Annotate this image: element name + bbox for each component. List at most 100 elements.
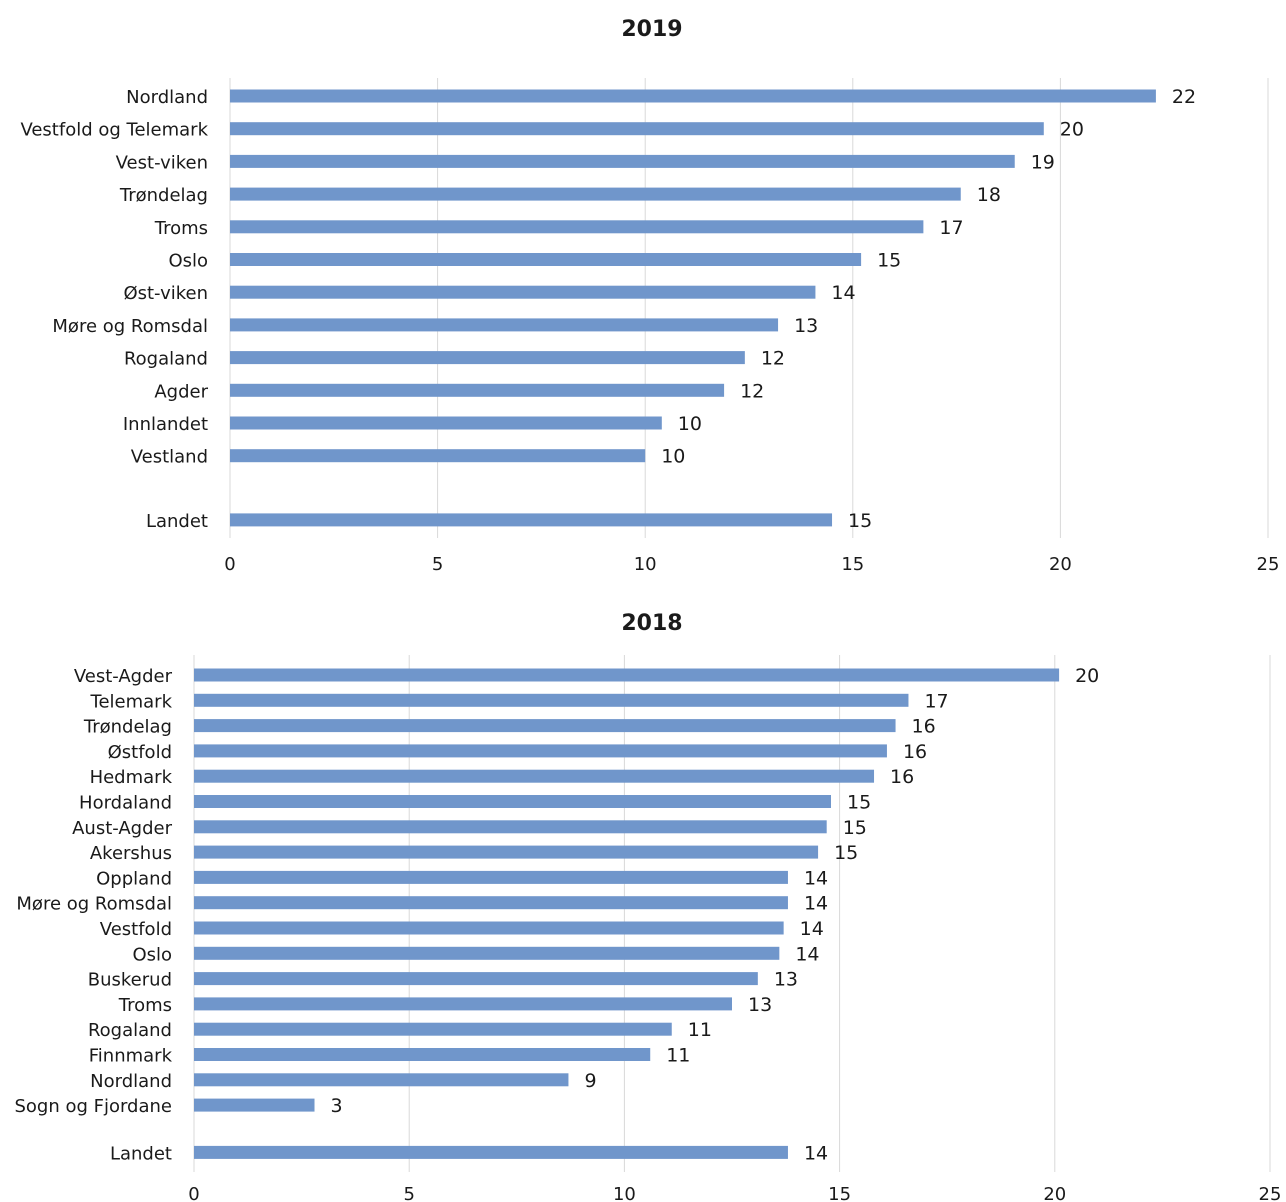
bar-2018 bbox=[194, 744, 887, 758]
category-label-2018: Møre og Romsdal bbox=[16, 894, 172, 915]
chart-2018: 2018 0 5 10 15 20 25 Vest-Agder 20 Telemark 17 Trø… bbox=[14, 611, 1281, 1202]
bar-2018 bbox=[194, 1145, 788, 1159]
value-label-2018: 16 bbox=[890, 766, 914, 788]
category-label-2018: Rogaland bbox=[88, 1020, 172, 1041]
bar-2018 bbox=[194, 921, 784, 935]
category-label-2019: Troms bbox=[154, 218, 208, 239]
category-label-2018: Landet bbox=[110, 1143, 172, 1164]
category-label-2019: Rogaland bbox=[124, 349, 208, 370]
bar-2018 bbox=[194, 795, 831, 808]
value-label-2019: 22 bbox=[1172, 86, 1196, 108]
x-tick-label-2018: 15 bbox=[828, 1184, 851, 1202]
bar-2018 bbox=[194, 997, 732, 1011]
bar-2019 bbox=[230, 220, 924, 234]
bar-2018 bbox=[194, 693, 909, 707]
value-label-2019: 13 bbox=[794, 315, 818, 337]
x-tick-label-2019: 15 bbox=[841, 554, 864, 575]
x-tick-label-2018: 25 bbox=[1259, 1184, 1282, 1202]
value-label-2019: 15 bbox=[877, 250, 901, 272]
value-label-2019: 15 bbox=[848, 510, 872, 532]
bar-2019 bbox=[230, 449, 646, 463]
chart-title-2019: 2019 bbox=[621, 17, 682, 42]
value-label-2018: 14 bbox=[804, 893, 828, 915]
value-label-2018: 16 bbox=[903, 741, 927, 763]
category-label-2018: Oppland bbox=[96, 868, 172, 889]
value-label-2018: 11 bbox=[666, 1045, 690, 1067]
category-label-2019: Vestland bbox=[131, 447, 208, 468]
value-label-2018: 15 bbox=[834, 842, 858, 864]
bar-2018 bbox=[194, 719, 896, 733]
category-label-2019: Oslo bbox=[168, 251, 208, 272]
value-label-2018: 16 bbox=[912, 716, 936, 738]
value-label-2018: 15 bbox=[847, 792, 871, 814]
value-label-2018: 14 bbox=[804, 867, 828, 889]
value-label-2019: 17 bbox=[939, 217, 963, 239]
bar-2018 bbox=[194, 870, 788, 884]
category-label-2018: Finnmark bbox=[89, 1046, 173, 1067]
category-label-2019: Møre og Romsdal bbox=[52, 316, 208, 337]
value-label-2019: 19 bbox=[1031, 151, 1055, 173]
category-label-2019: Innlandet bbox=[123, 414, 208, 435]
bar-2018 bbox=[194, 1022, 672, 1036]
category-label-2018: Trøndelag bbox=[83, 717, 172, 738]
x-tick-label-2018: 10 bbox=[613, 1184, 636, 1202]
x-tick-label-2018: 20 bbox=[1043, 1184, 1066, 1202]
bar-2019 bbox=[230, 122, 1044, 136]
bar-2018 bbox=[194, 1098, 315, 1112]
bar-2018 bbox=[194, 668, 1060, 682]
value-label-2018: 14 bbox=[804, 1142, 828, 1164]
bar-2019 bbox=[230, 513, 833, 527]
bar-2018 bbox=[194, 1073, 569, 1087]
value-label-2019: 10 bbox=[661, 446, 685, 468]
value-label-2018: 13 bbox=[748, 994, 772, 1016]
category-label-2018: Vest-Agder bbox=[74, 666, 173, 687]
category-label-2018: Troms bbox=[118, 995, 172, 1016]
value-label-2019: 12 bbox=[740, 380, 764, 402]
value-label-2018: 14 bbox=[795, 943, 819, 965]
value-label-2018: 9 bbox=[584, 1070, 596, 1092]
bar-2019 bbox=[230, 383, 725, 397]
x-tick-label-2019: 20 bbox=[1049, 554, 1072, 575]
value-label-2018: 17 bbox=[924, 690, 948, 712]
value-label-2019: 10 bbox=[678, 413, 702, 435]
category-label-2019: Agder bbox=[154, 381, 208, 402]
category-label-2018: Sogn og Fjordane bbox=[14, 1096, 172, 1117]
bar-2019 bbox=[230, 285, 816, 299]
value-label-2018: 11 bbox=[688, 1019, 712, 1041]
category-label-2018: Buskerud bbox=[88, 970, 172, 991]
bar-2018 bbox=[194, 820, 827, 834]
bar-2019 bbox=[230, 416, 662, 430]
bar-2018 bbox=[194, 1048, 651, 1061]
category-label-2018: Vestfold bbox=[100, 919, 172, 940]
x-tick-label-2019: 0 bbox=[224, 554, 235, 575]
bar-2018 bbox=[194, 896, 788, 910]
bar-2018 bbox=[194, 972, 758, 986]
category-label-2019: Øst-viken bbox=[123, 283, 208, 304]
bar-2018 bbox=[194, 845, 819, 859]
chart-title-2018: 2018 bbox=[621, 611, 682, 636]
bar-2018 bbox=[194, 769, 875, 783]
x-tick-label-2019: 10 bbox=[634, 554, 657, 575]
x-tick-label-2019: 25 bbox=[1257, 554, 1280, 575]
category-label-2019: Trøndelag bbox=[119, 185, 208, 206]
bar-2019 bbox=[230, 351, 745, 365]
bar-2019 bbox=[230, 89, 1156, 103]
value-label-2018: 14 bbox=[800, 918, 824, 940]
x-tick-label-2018: 0 bbox=[188, 1184, 199, 1202]
category-label-2018: Akershus bbox=[90, 843, 172, 864]
x-tick-label-2019: 5 bbox=[432, 554, 443, 575]
bar-2019 bbox=[230, 187, 961, 201]
category-label-2018: Hedmark bbox=[90, 767, 173, 788]
value-label-2018: 20 bbox=[1075, 665, 1099, 687]
category-label-2019: Vestfold og Telemark bbox=[20, 120, 208, 141]
category-label-2019: Vest-viken bbox=[116, 152, 208, 173]
bar-2019 bbox=[230, 253, 862, 266]
x-tick-label-2018: 5 bbox=[403, 1184, 414, 1202]
category-label-2019: Landet bbox=[146, 511, 208, 532]
bar-2019 bbox=[230, 154, 1015, 168]
bar-2018 bbox=[194, 946, 780, 960]
value-label-2019: 20 bbox=[1060, 119, 1084, 141]
value-label-2018: 3 bbox=[331, 1095, 343, 1117]
